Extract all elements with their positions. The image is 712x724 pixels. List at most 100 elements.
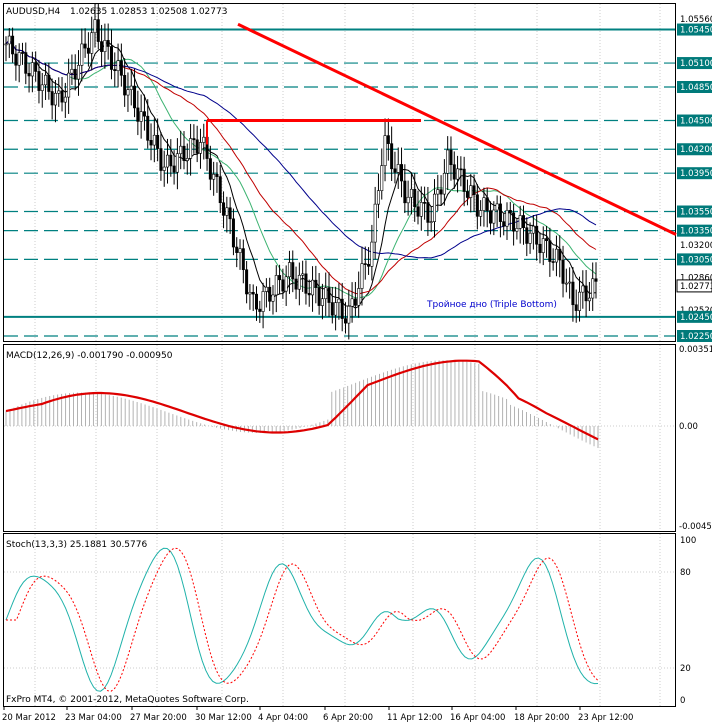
candle-body: [90, 32, 94, 54]
candle-body: [106, 40, 110, 47]
candle-body: [67, 72, 71, 98]
time-tick-label: 23 Apr 12:00: [578, 713, 633, 723]
candle-body: [175, 153, 179, 173]
candle-body: [535, 225, 539, 245]
candle-body: [357, 288, 361, 306]
candle-body: [390, 143, 394, 170]
candle-body: [400, 164, 404, 182]
candle-body: [268, 286, 272, 302]
candle-body: [251, 291, 255, 295]
triple-bottom-annotation: Тройное дно (Triple Bottom): [426, 300, 557, 310]
candle-body: [159, 148, 163, 171]
price-tag-bg: [677, 330, 712, 342]
candle-body: [518, 215, 522, 229]
candle-body: [57, 90, 61, 94]
candle-body: [126, 89, 130, 96]
stoch-tick-label: 20: [680, 664, 691, 674]
candle-body: [119, 60, 123, 76]
candle-body: [172, 165, 176, 173]
price-tag-bg: [677, 224, 712, 237]
candle-body: [225, 207, 229, 216]
candle-body: [584, 285, 588, 302]
candle-body: [212, 173, 216, 180]
candle-body: [34, 62, 38, 72]
time-tick-label: 27 Mar 20:00: [130, 713, 187, 723]
candle-body: [11, 35, 15, 55]
resistance-trendline: [237, 22, 677, 236]
ma-black-line: [5, 39, 597, 309]
candle-body: [317, 287, 321, 306]
candle-body: [558, 248, 562, 261]
candle-body: [179, 145, 183, 155]
candle-body: [139, 111, 143, 122]
candle-body: [531, 225, 535, 234]
candle-body: [512, 212, 516, 232]
candle-body: [274, 275, 278, 296]
candle-body: [156, 134, 160, 149]
candle-body: [432, 193, 436, 222]
candlesticks: [4, 3, 598, 340]
candle-body: [545, 238, 549, 242]
copyright-text: FxPro MT4, © 2001-2012, MetaQuotes Softw…: [6, 695, 249, 705]
candle-body: [508, 210, 512, 214]
candle-body: [238, 248, 242, 253]
candle-body: [578, 291, 582, 311]
stoch-indicator: 100 80 20 0: [5, 536, 696, 706]
candle-body: [166, 154, 170, 168]
price-tag-bg: [677, 205, 712, 218]
candle-body: [406, 196, 410, 204]
candle-body: [439, 189, 443, 195]
time-tick-label: 6 Apr 20:00: [323, 713, 373, 723]
candle-body: [373, 203, 377, 243]
candle-body: [436, 189, 440, 195]
candle-body: [93, 19, 97, 34]
candle-body: [525, 227, 529, 244]
candle-body: [498, 203, 502, 222]
candle-body: [291, 262, 295, 280]
candle-body: [152, 134, 156, 146]
candle-body: [218, 176, 222, 204]
candle-body: [83, 43, 87, 49]
stoch-label: Stoch(13,3,3) 25.1881 30.5776: [6, 540, 147, 550]
support-resistance-levels: [4, 28, 675, 337]
candle-body: [376, 190, 380, 205]
candle-body: [515, 228, 519, 232]
price-tick-label: 1.04500: [680, 117, 712, 127]
chart-title: AUDUSD,H4: [6, 7, 61, 17]
candle-body: [380, 165, 384, 192]
price-tag-bg: [677, 57, 712, 70]
candle-body: [502, 221, 506, 227]
candle-body: [136, 107, 140, 122]
candle-body: [50, 91, 54, 106]
ma-blue-line: [5, 39, 597, 259]
candle-body: [261, 291, 265, 312]
candle-body: [581, 285, 585, 293]
candle-body: [449, 149, 453, 166]
candle-body: [248, 291, 252, 295]
candle-body: [564, 282, 568, 285]
price-tick-label: 1.05100: [680, 59, 712, 69]
candle-body: [386, 135, 390, 144]
candle-body: [459, 168, 463, 171]
candle-body: [53, 92, 57, 106]
price-tick-label: 1.03350: [680, 227, 712, 237]
candle-body: [403, 180, 407, 204]
price-tag-bg: [677, 114, 712, 127]
candle-body: [228, 207, 232, 220]
candle-body: [129, 85, 133, 90]
candle-body: [429, 221, 433, 223]
ma-red-line: [5, 39, 597, 295]
time-tick-label: 4 Apr 04:00: [258, 713, 308, 723]
trendlines: [206, 22, 677, 236]
time-tick-label: 23 Mar 04:00: [65, 713, 122, 723]
candle-body: [320, 298, 324, 306]
stoch-main-line: [5, 547, 599, 692]
candle-body: [7, 35, 11, 45]
price-tick-label: 1.04850: [680, 83, 712, 93]
candle-body: [452, 164, 456, 180]
price-pane: [3, 3, 676, 342]
candle-body: [284, 276, 288, 292]
price-tick-label: 1.02860: [680, 274, 712, 284]
price-tick-label: 1.05560: [680, 15, 712, 25]
candle-body: [340, 298, 344, 319]
